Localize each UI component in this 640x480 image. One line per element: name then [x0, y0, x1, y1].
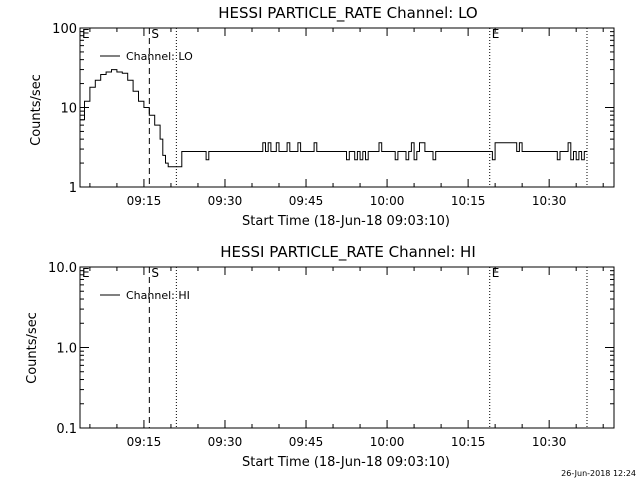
- x-tick-label: 09:30: [208, 435, 243, 449]
- hi-x-axis-label: Start Time (18-Jun-18 09:03:10): [242, 455, 450, 470]
- hi-chart-title: HESSI PARTICLE_RATE Channel: HI: [220, 243, 476, 262]
- event-marker-label: S: [151, 266, 159, 280]
- legend-entry: Channel: LO: [126, 50, 193, 63]
- series-line: [80, 69, 587, 168]
- lo-chart-title: HESSI PARTICLE_RATE Channel: LO: [218, 4, 477, 23]
- x-tick-label: 10:00: [370, 194, 405, 208]
- x-tick-label: 09:30: [208, 194, 243, 208]
- event-marker-label: S: [151, 27, 159, 41]
- y-tick-label: 1.0: [56, 342, 77, 357]
- x-tick-label: 09:15: [127, 435, 162, 449]
- x-tick-label: 10:00: [370, 435, 405, 449]
- event-marker-label: E: [82, 266, 90, 280]
- x-tick-label: 10:30: [532, 194, 567, 208]
- y-tick-label: 10: [60, 102, 77, 117]
- y-tick-label: 100: [52, 22, 77, 37]
- event-marker-label: E: [82, 27, 90, 41]
- x-tick-label: 10:30: [532, 435, 567, 449]
- lo-x-axis-label: Start Time (18-Jun-18 09:03:10): [242, 214, 450, 229]
- event-marker-label: E: [492, 266, 500, 280]
- hi-channel-panel: HESSI PARTICLE_RATE Channel: HI Counts/s…: [25, 243, 615, 470]
- hi-y-axis-label: Counts/sec: [25, 312, 40, 384]
- lo-y-axis-label: Counts/sec: [29, 74, 44, 146]
- lo-channel-panel: HESSI PARTICLE_RATE Channel: LO Counts/s…: [29, 4, 615, 229]
- y-tick-label: 1: [69, 181, 77, 196]
- x-tick-label: 10:15: [451, 435, 486, 449]
- x-tick-label: 09:15: [127, 194, 162, 208]
- y-tick-label: 10.0: [48, 261, 77, 276]
- y-tick-label: 0.1: [56, 422, 77, 437]
- x-tick-label: 10:15: [451, 194, 486, 208]
- footer-timestamp: 26-Jun-2018 12:24: [561, 469, 636, 478]
- x-tick-label: 09:45: [289, 194, 324, 208]
- event-marker-label: E: [492, 27, 500, 41]
- x-tick-label: 09:45: [289, 435, 324, 449]
- legend-entry: Channel: HI: [126, 289, 190, 302]
